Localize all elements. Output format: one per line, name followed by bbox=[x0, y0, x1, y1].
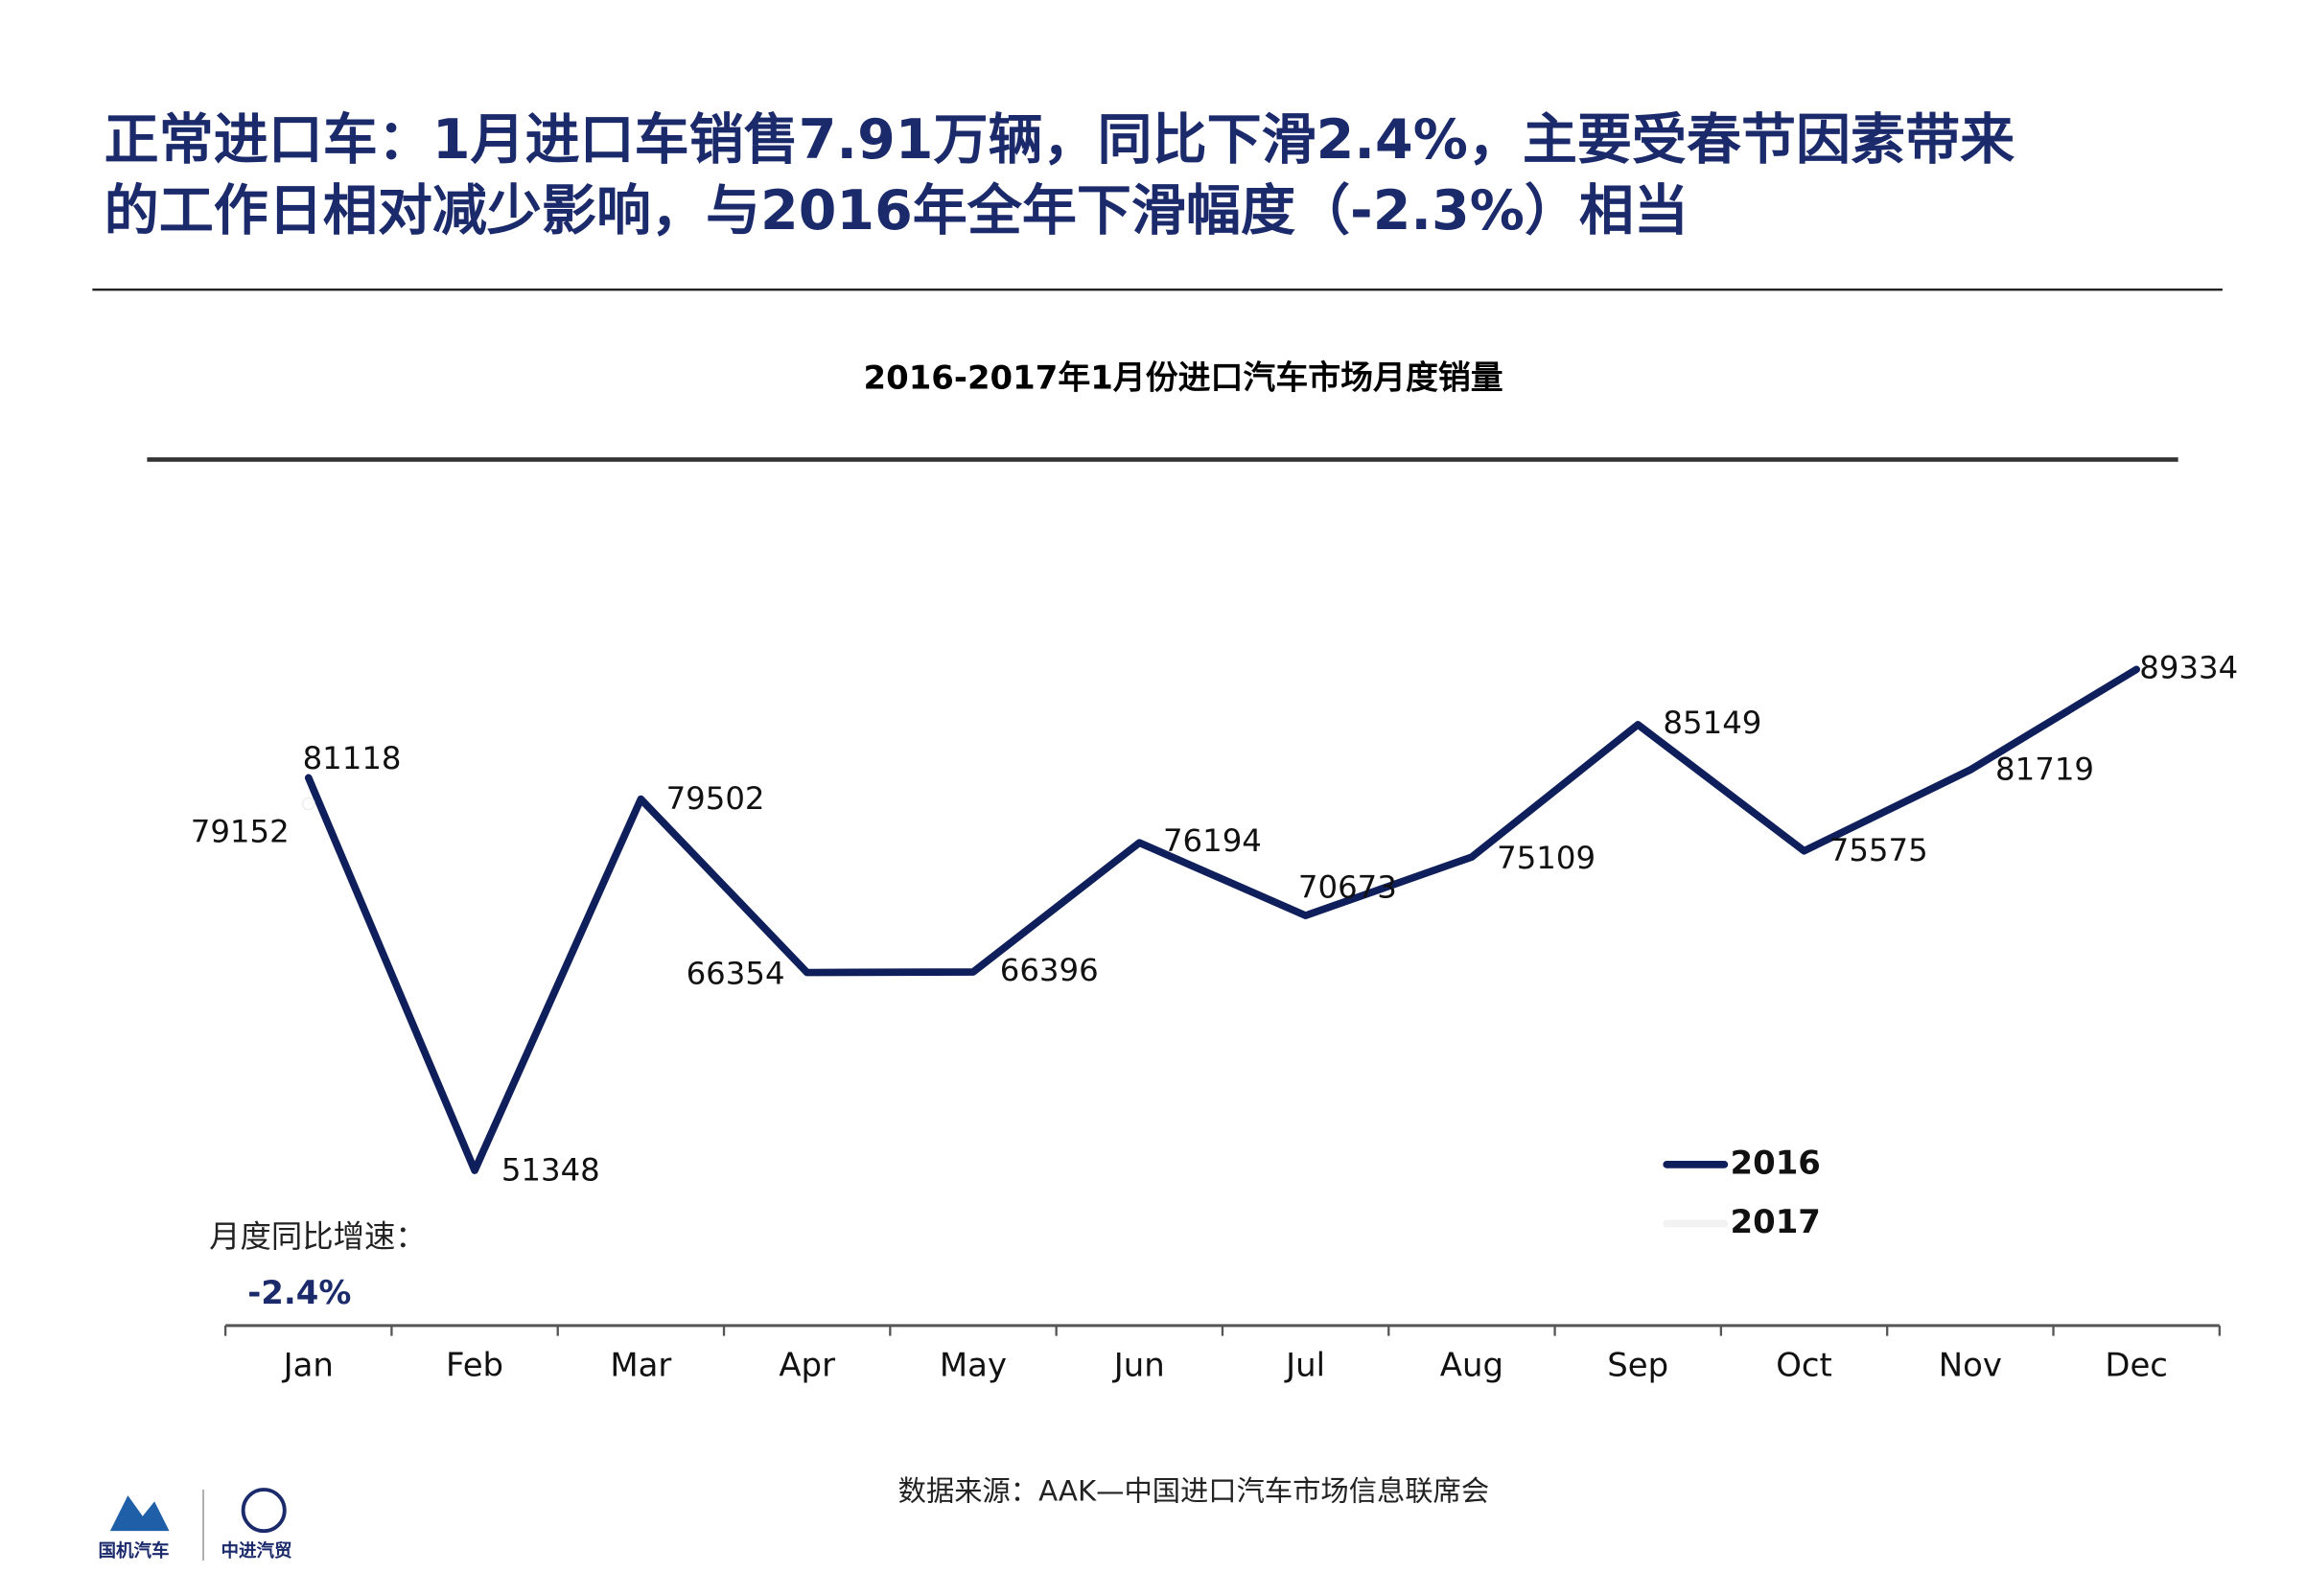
x-tick-label: Jul bbox=[1284, 1347, 1325, 1384]
legend-label: 2016 bbox=[1731, 1144, 1821, 1181]
annotation-value: -2.4% bbox=[247, 1274, 351, 1311]
x-tick-label: Jun bbox=[1112, 1347, 1165, 1384]
x-tick-label: Dec bbox=[2105, 1347, 2168, 1384]
data-label: 66354 bbox=[687, 956, 785, 992]
data-label: 70673 bbox=[1298, 868, 1397, 905]
data-label: 51348 bbox=[501, 1152, 600, 1189]
series-point bbox=[301, 797, 315, 811]
logo-mark bbox=[109, 1495, 170, 1532]
legend-label: 2017 bbox=[1731, 1203, 1821, 1240]
x-tick-label: Mar bbox=[610, 1347, 671, 1384]
data-label: 85149 bbox=[1663, 705, 1761, 741]
logo-text: 国机汽车 bbox=[99, 1540, 170, 1561]
data-label: 79152 bbox=[191, 813, 290, 849]
x-tick-label: Aug bbox=[1440, 1347, 1503, 1384]
data-label: 75109 bbox=[1497, 840, 1596, 876]
x-tick-label: Nov bbox=[1939, 1347, 2002, 1384]
data-label: 81118 bbox=[303, 740, 402, 776]
chart-title: 2016-2017年1月份进口汽车市场月度销量 bbox=[864, 359, 1503, 397]
x-tick-label: Jan bbox=[282, 1347, 334, 1384]
data-label: 89334 bbox=[2139, 649, 2238, 685]
x-tick-label: Apr bbox=[779, 1347, 835, 1384]
data-label: 81719 bbox=[1995, 752, 2094, 788]
heading-line: 正常进口车：1月进口车销售7.91万辆，同比下滑2.4%，主要受春节因素带来 bbox=[105, 108, 2015, 172]
x-tick-label: May bbox=[940, 1347, 1007, 1384]
logo-text: 中进汽贸 bbox=[221, 1540, 291, 1561]
source: 数据来源：AAK—中国进口汽车市场信息联席会 bbox=[898, 1475, 1489, 1508]
x-tick-label: Oct bbox=[1776, 1347, 1832, 1384]
x-tick-label: Feb bbox=[446, 1347, 503, 1384]
heading-line: 的工作日相对减少影响，与2016年全年下滑幅度（-2.3%）相当 bbox=[105, 179, 1689, 243]
data-label: 76194 bbox=[1163, 822, 1262, 859]
logo-mark bbox=[241, 1488, 287, 1534]
data-label: 75575 bbox=[1829, 832, 1928, 868]
data-label: 66396 bbox=[1000, 952, 1099, 988]
logos: 国机汽车 中进汽贸 bbox=[99, 1488, 291, 1561]
series-line bbox=[304, 665, 2141, 1174]
x-tick-label: Sep bbox=[1607, 1347, 1668, 1384]
annotation-label: 月度同比增速： bbox=[209, 1218, 427, 1255]
data-label: 79502 bbox=[666, 780, 765, 817]
